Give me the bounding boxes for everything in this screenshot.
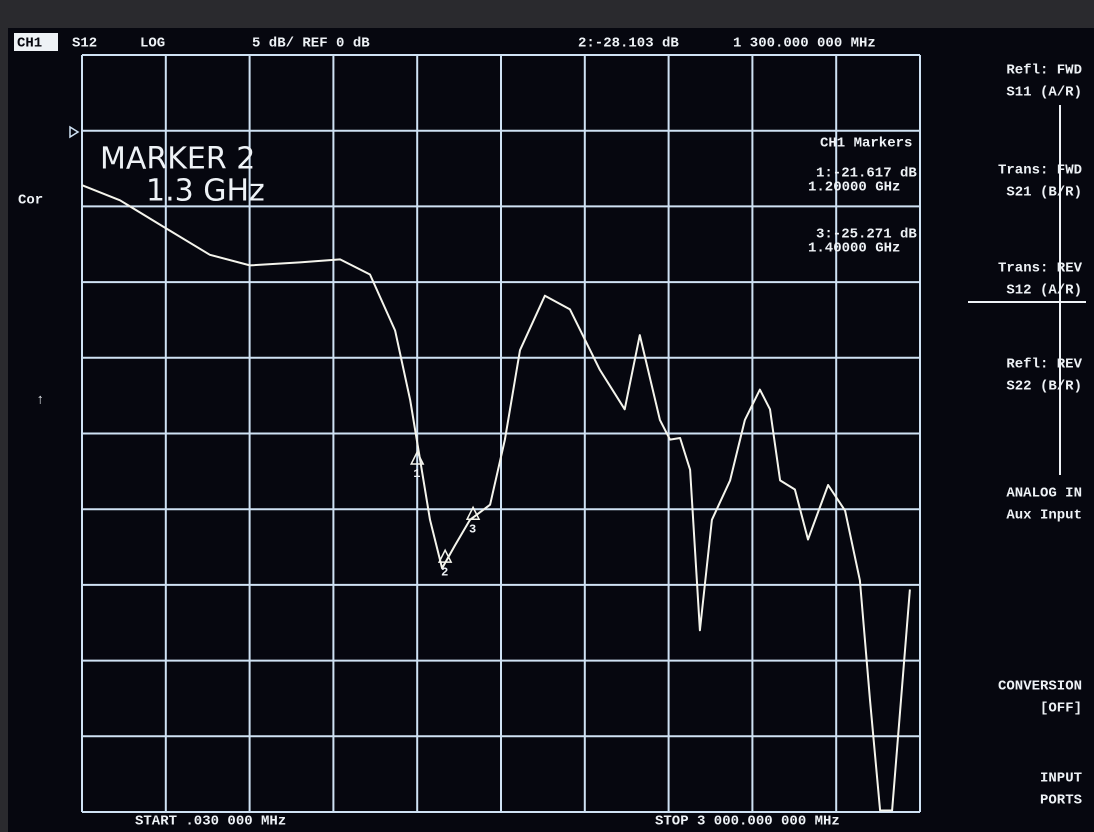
active-marker-value: 2:-28.103 dB [578,36,679,52]
start: START .030 000 MHz [135,814,286,830]
softkey-label: [OFF] [1040,701,1082,717]
softkey-label: INPUT [1040,771,1082,787]
softkey-label: S11 (A/R) [1006,85,1082,101]
softkey-label: Aux Input [1006,508,1082,524]
softkey-label: S22 (B/R) [1006,379,1082,395]
softkey-label: CONVERSION [998,679,1082,695]
left-label: Cor [18,193,43,209]
marker-readout: 1.40000 GHz [808,241,900,257]
stop: STOP 3 000.000 000 MHz [655,814,840,830]
channel: CH1 [17,36,42,52]
marker-readout: 1.20000 GHz [808,180,900,196]
analyzer-screen: CH1 S12 LOG 5 dB/ REF 0 dB 2:-28.103 dB … [0,0,1094,832]
parameter: S12 [72,36,97,52]
left-label: ↑ [36,393,44,409]
softkey-label: Refl: REV [1006,357,1082,373]
marker-annotation: MARKER 2 [100,142,255,177]
softkey-label: PORTS [1040,793,1082,809]
marker-label: 1 [413,467,420,481]
softkey-label: S21 (B/R) [1006,185,1082,201]
format: LOG [140,36,165,52]
marker-label: 3 [469,522,476,536]
marker-annotation: 1.3 GHz [146,174,265,209]
marker-label: 2 [441,565,448,579]
softkey-label: S12 (A/R) [1006,283,1082,299]
scale: 5 dB/ REF 0 dB [252,36,370,52]
softkey-label: ANALOG IN [1006,486,1082,502]
markers-title: CH1 Markers [820,136,912,152]
active-marker-freq: 1 300.000 000 MHz [733,36,876,52]
softkey-label: Trans: FWD [998,163,1082,179]
softkey-label: Trans: REV [998,261,1083,277]
softkey-label: Refl: FWD [1006,63,1082,79]
